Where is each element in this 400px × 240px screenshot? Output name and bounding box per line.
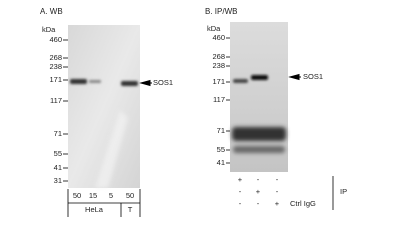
marker-label: 71 [54,129,62,138]
group-label: T [128,205,133,214]
panel-title: A. WB [40,7,63,16]
band [89,80,101,83]
band [233,146,285,153]
marker-label: 117 [50,96,62,105]
band [121,81,138,86]
marker-label: 71 [217,126,225,135]
marker-label: 460 [49,35,62,44]
ip-sign: - [276,175,279,184]
lane-label: 50 [73,191,81,200]
panel-title: B. IP/WB [205,7,237,16]
lane-label: 15 [89,191,97,200]
ip-sign: + [275,199,280,208]
marker-label: 171 [49,75,62,84]
band [251,75,268,80]
group-label: HeLa [85,205,104,214]
marker-label: 55 [217,145,225,154]
band-label: SOS1 [303,72,323,81]
ip-sign: - [257,175,260,184]
unit-label: kDa [207,24,221,33]
band [232,127,286,141]
ip-sign: - [276,187,279,196]
ip-sign: - [239,187,242,196]
band-label: SOS1 [153,78,173,87]
marker-label: 31 [54,176,62,185]
ip-sign: - [257,199,260,208]
marker-label: 171 [212,77,225,86]
marker-label: 268 [49,53,62,62]
ip-sign: + [238,175,243,184]
arrow [139,79,152,87]
band [233,79,248,83]
marker-label: 238 [212,61,225,70]
band [70,79,87,84]
marker-label: 460 [212,33,225,42]
marker-label: 41 [54,163,62,172]
lane-frame [67,189,141,217]
lane-label: 50 [126,191,134,200]
unit-label: kDa [42,25,56,34]
ip-sign: - [239,199,242,208]
row-label: Ctrl IgG [290,199,316,208]
ip-sign: + [256,187,261,196]
lane-label: 5 [109,191,113,200]
marker-label: 238 [49,62,62,71]
ip-label: IP [340,187,347,196]
blot-streak [95,110,128,188]
marker-label: 117 [213,95,225,104]
marker-label: 55 [54,149,62,158]
arrow [288,73,301,81]
marker-label: 268 [212,52,225,61]
marker-label: 41 [217,158,225,167]
